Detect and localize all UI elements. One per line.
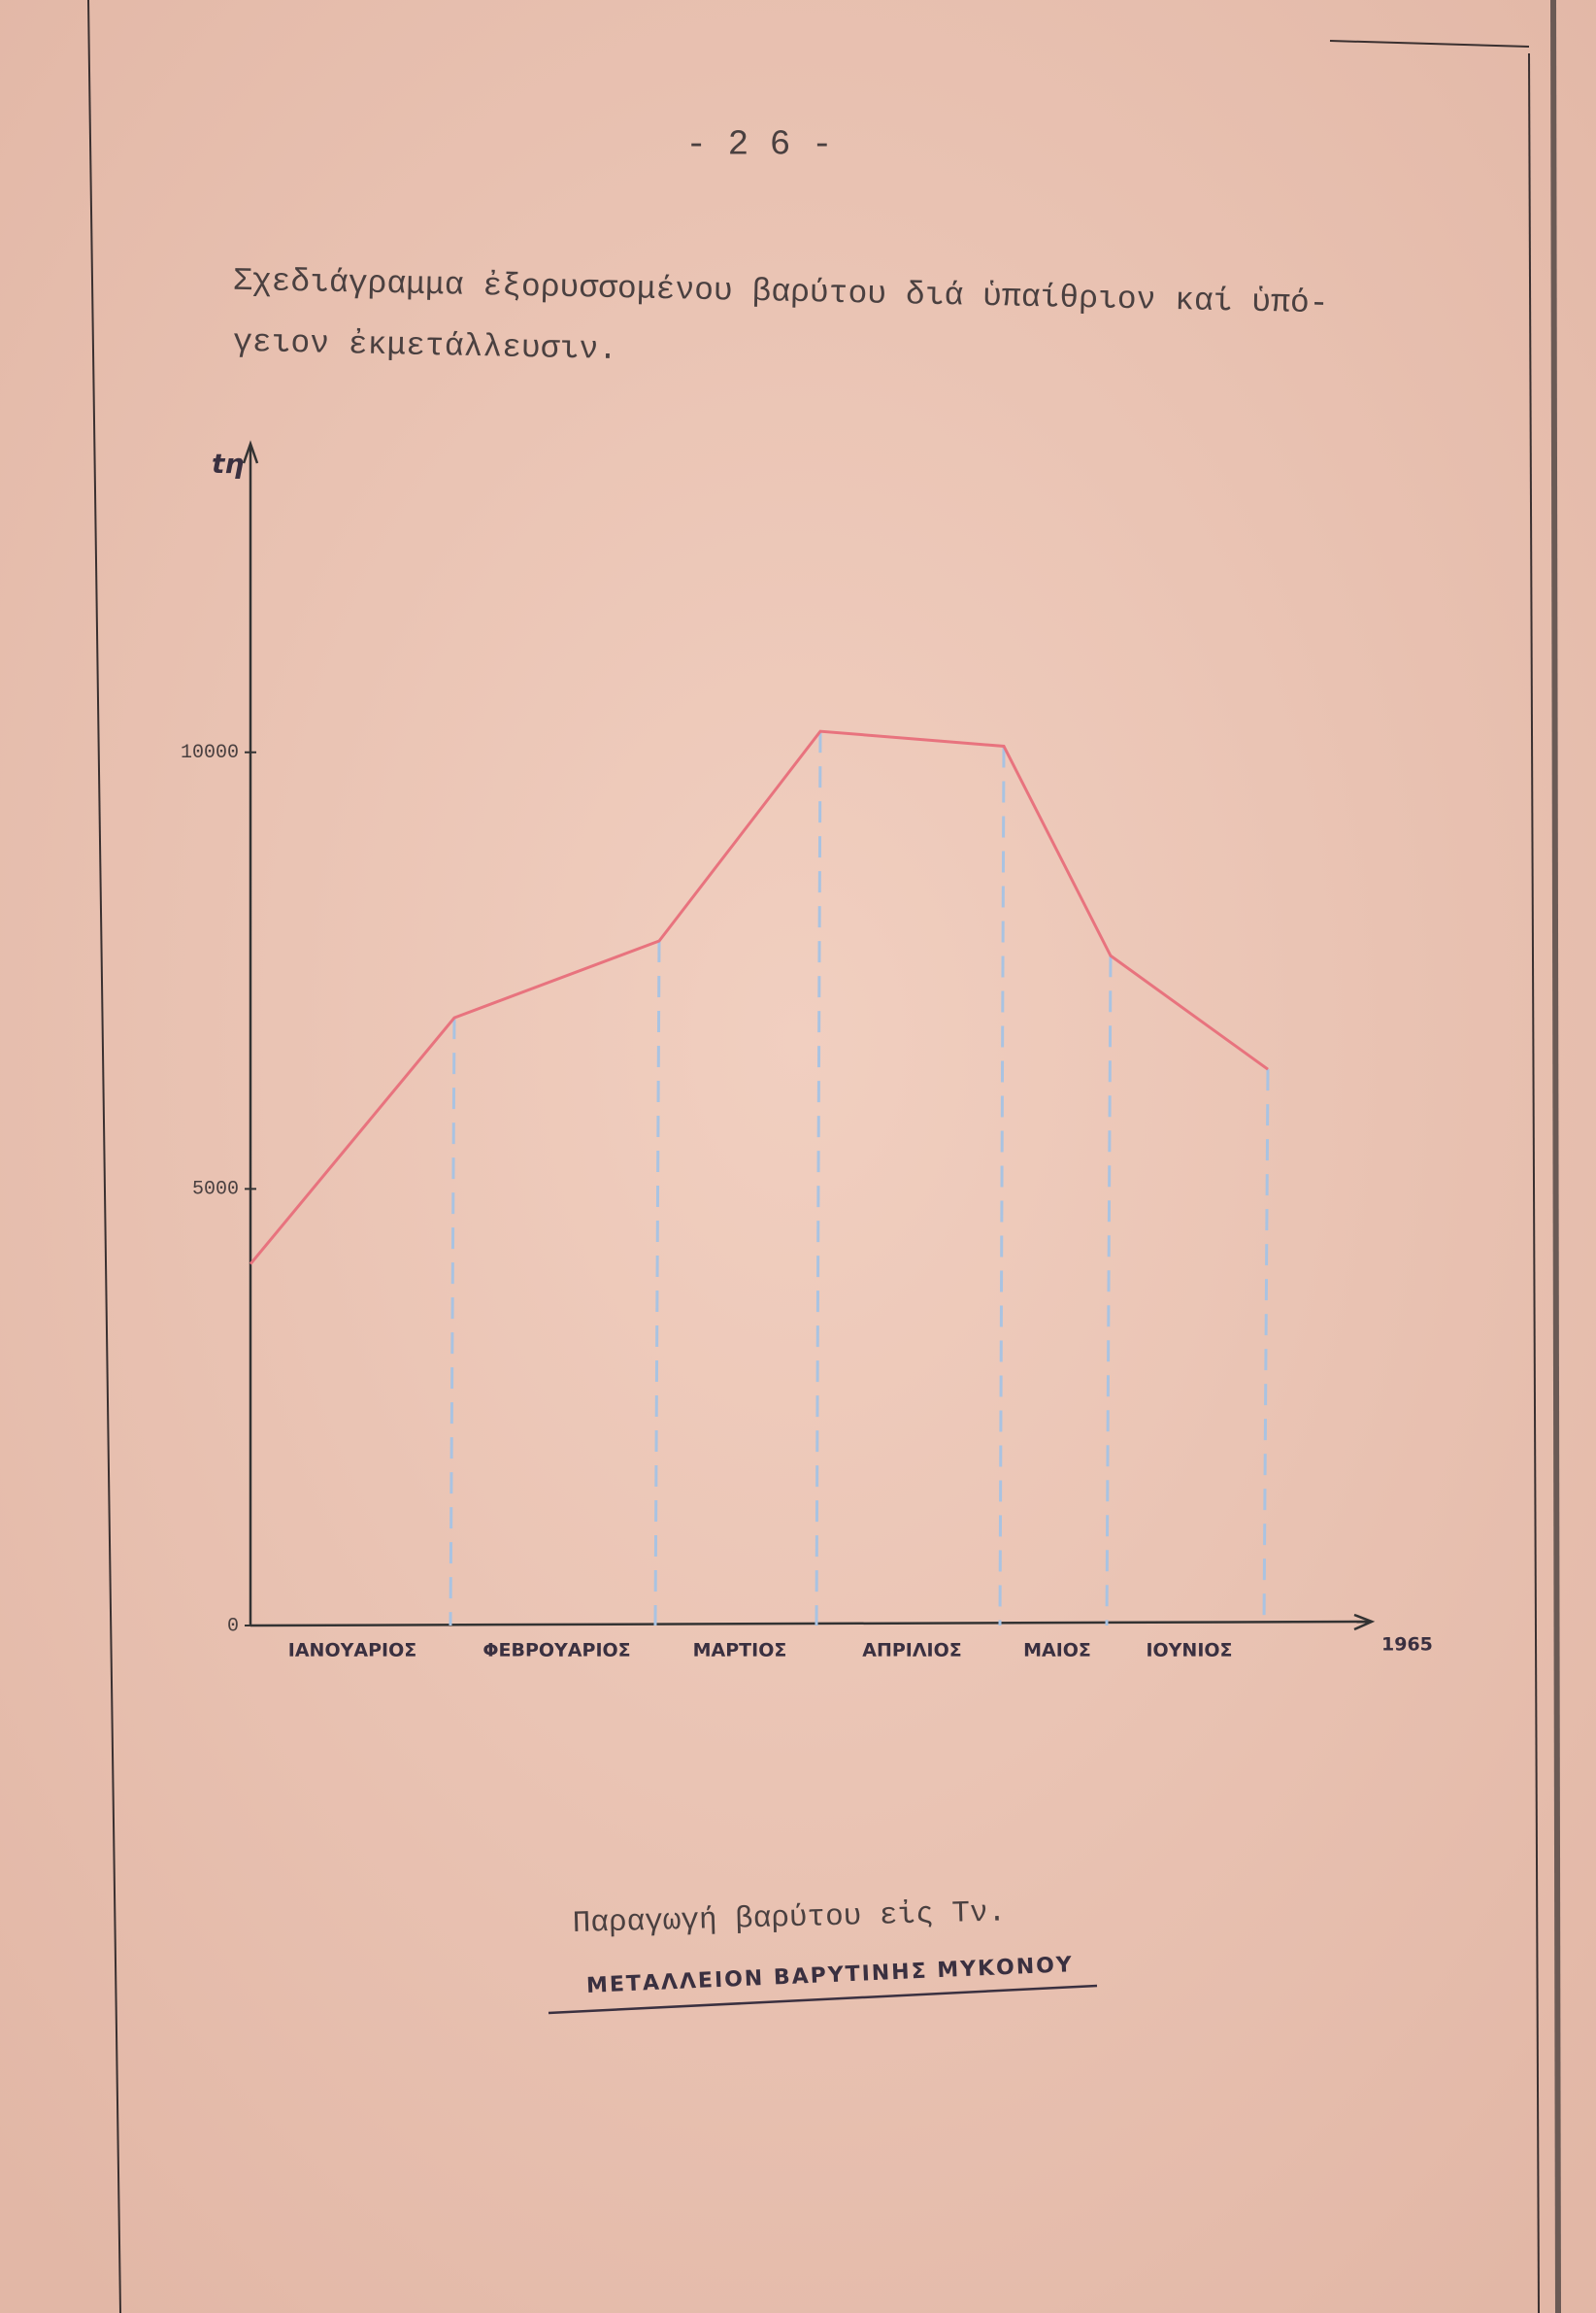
x-axis-label: 1965 (1381, 1634, 1433, 1656)
y-tick-label: 10000 (181, 742, 239, 764)
heading-line: γειον ἐκμετάλλευσιν. (233, 324, 618, 368)
drop-line (998, 746, 1006, 1626)
margin-line (1528, 52, 1540, 2313)
x-tick-label: ΜΑΙΟΣ (1023, 1640, 1091, 1661)
drop-line (653, 940, 661, 1626)
x-axis-arrow (1353, 1613, 1376, 1631)
margin-line (87, 0, 121, 2313)
y-tick-label: 5000 (192, 1179, 239, 1201)
y-axis-label: tη (212, 448, 244, 480)
page-number: - 2 6 - (685, 125, 832, 165)
drop-line (1262, 1069, 1270, 1626)
page-edge (1550, 0, 1561, 2313)
x-tick-label: ΜΑΡΤΙΟΣ (693, 1640, 787, 1661)
x-axis (249, 1620, 1373, 1627)
margin-line (1329, 40, 1530, 48)
line (249, 729, 1269, 1265)
x-tick-label: ΙΑΝΟΥΑΡΙΟΣ (288, 1640, 416, 1661)
drop-line (449, 1018, 456, 1626)
underline (548, 1984, 1098, 2015)
y-axis-arrow (242, 440, 259, 464)
drop-line (815, 731, 822, 1626)
y-tick-label: 0 (227, 1615, 239, 1637)
x-tick-label: ΙΟΥΝΙΟΣ (1146, 1640, 1232, 1661)
x-tick-label: ΑΠΡΙΛΙΟΣ (862, 1640, 962, 1661)
x-tick-label: ΦΕΒΡΟΥΑΡΙΟΣ (482, 1640, 630, 1661)
drop-line (1105, 955, 1113, 1626)
